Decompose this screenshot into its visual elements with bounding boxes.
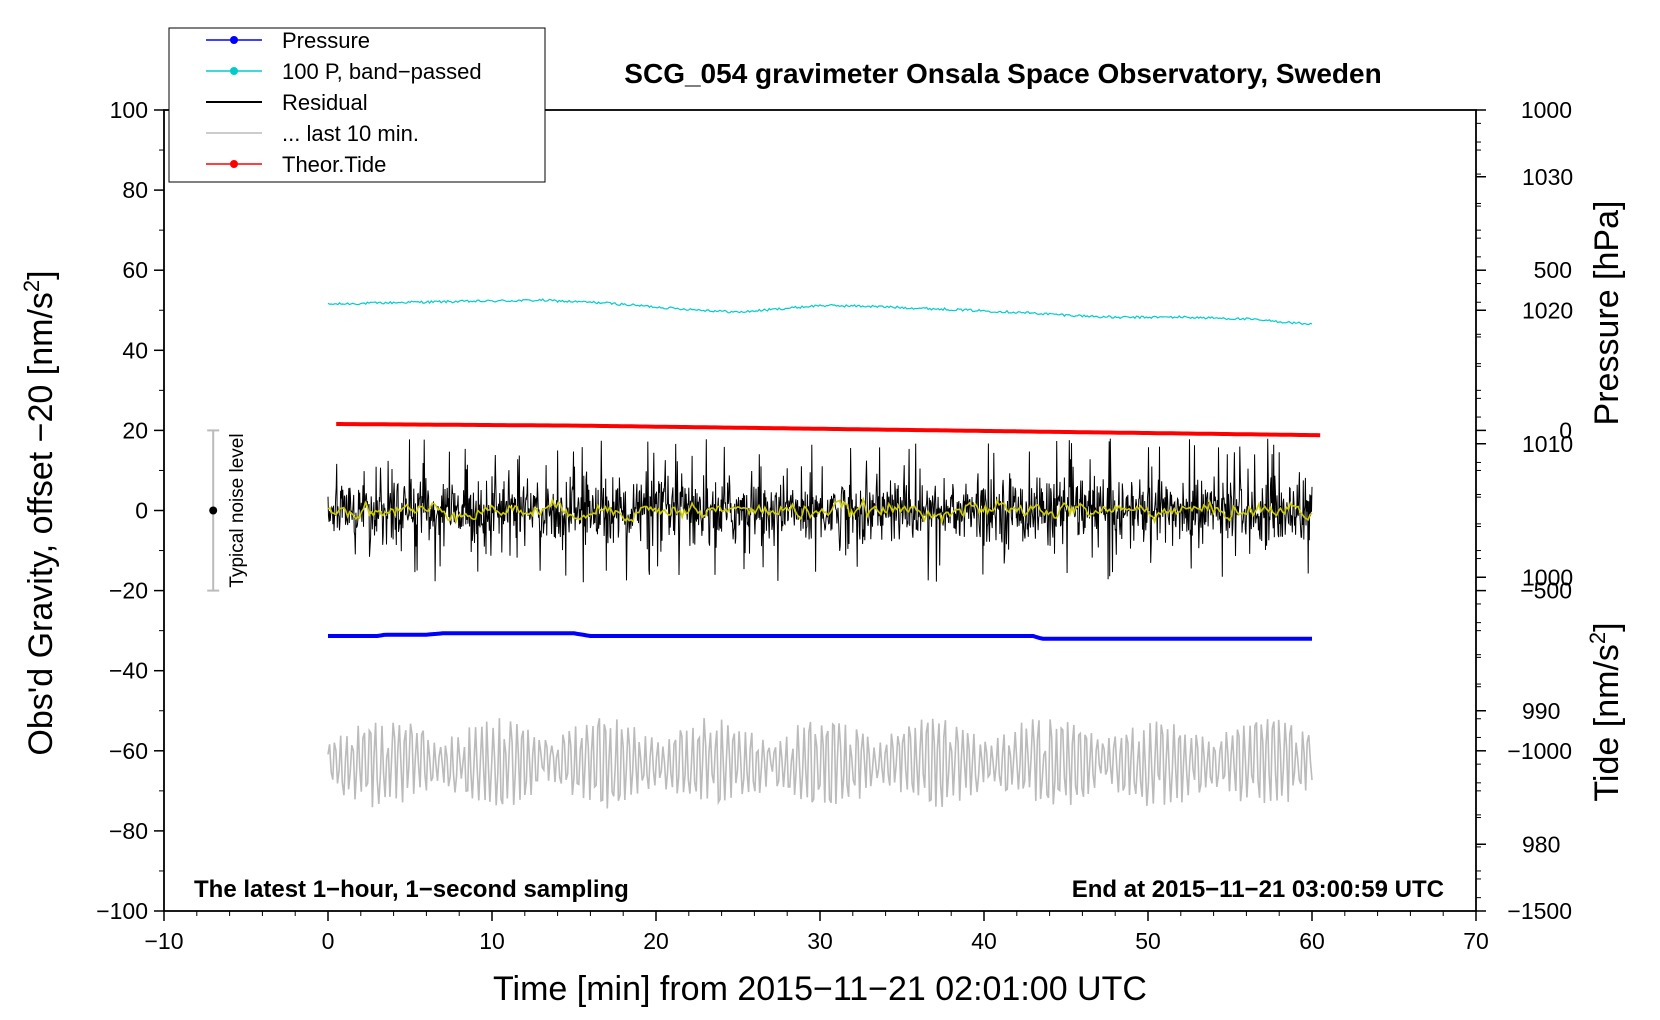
y-tick-label: −20 xyxy=(109,578,148,604)
y-tick-label: −60 xyxy=(109,738,148,764)
legend-marker xyxy=(230,36,238,44)
series-band-passed-line xyxy=(327,298,1313,326)
tide-tick-label: 1000 xyxy=(1521,97,1572,123)
x-axis-title: Time [min] from 2015−11−21 02:01:00 UTC xyxy=(493,970,1147,1008)
y-tick-label: 40 xyxy=(122,337,148,363)
pressure-tick-label: 990 xyxy=(1522,698,1560,724)
legend-label: 100 P, band−passed xyxy=(282,59,482,84)
pressure-tick-label: 1010 xyxy=(1522,431,1573,457)
y-tick-label: −100 xyxy=(96,898,148,924)
series-last-10-min-line xyxy=(327,718,1313,809)
legend-label: ... last 10 min. xyxy=(282,121,419,146)
y-tick-label: 80 xyxy=(122,177,148,203)
pressure-tick-label: 1030 xyxy=(1522,164,1573,190)
annotation-sampling: The latest 1−hour, 1−second sampling xyxy=(194,876,629,903)
legend-marker xyxy=(230,160,238,168)
tide-tick-label: 0 xyxy=(1559,417,1572,443)
tide-tick-label: −500 xyxy=(1520,578,1572,604)
y-tick-label: 100 xyxy=(110,97,148,123)
series-layer xyxy=(327,298,1321,809)
legend-label: Residual xyxy=(282,90,368,115)
x-tick-label: 40 xyxy=(971,928,997,954)
y-tick-label: 60 xyxy=(122,257,148,283)
legend: Pressure 100 P, band−passed Residual ... la… xyxy=(168,27,546,183)
legend-marker xyxy=(230,67,238,75)
series-theoretical-tide-line xyxy=(336,422,1321,438)
y-axis-tide-ticks: 1000 500 0 −500 −1000 −1500 xyxy=(1476,97,1572,924)
y-axis-left-title-main: Obs'd Gravity, offset −20 [nm/s xyxy=(22,292,60,755)
y-axis-pressure-title: Pressure [hPa] xyxy=(1588,201,1626,426)
y-tick-label: 20 xyxy=(122,417,148,443)
y-tick-label: −40 xyxy=(109,658,148,684)
y-axis-tide-title-close: ] xyxy=(1588,622,1626,631)
x-tick-label: 50 xyxy=(1135,928,1161,954)
y-axis-left-title-sup: 2 xyxy=(19,280,44,292)
y-tick-label: −80 xyxy=(109,818,148,844)
x-tick-label: 30 xyxy=(807,928,833,954)
chart-title: SCG_054 gravimeter Onsala Space Observat… xyxy=(624,58,1381,89)
series-pressure-line xyxy=(328,631,1312,641)
y-axis-tide-title: Tide [nm/s2] xyxy=(1585,622,1626,801)
x-tick-label: 10 xyxy=(479,928,505,954)
x-tick-label: 70 xyxy=(1463,928,1489,954)
y-axis-tide-title-sup: 2 xyxy=(1585,632,1610,644)
y-axis-pressure-ticks: 1030 1020 1010 1000 990 980 xyxy=(1476,122,1573,899)
x-axis-ticks: −10 0 10 20 30 40 50 60 70 xyxy=(144,911,1489,954)
x-tick-label: 0 xyxy=(322,928,335,954)
noise-bar: Typical noise level xyxy=(207,429,248,592)
series-residual-line xyxy=(327,438,1313,583)
y-axis-tide-title-main: Tide [nm/s xyxy=(1588,644,1626,801)
legend-box xyxy=(168,27,546,183)
series-residual-smoothed-line xyxy=(327,496,1313,526)
x-tick-label: 20 xyxy=(643,928,669,954)
pressure-tick-label: 1000 xyxy=(1522,564,1573,590)
y-tick-label: 0 xyxy=(135,498,148,524)
x-tick-label: 60 xyxy=(1299,928,1325,954)
noise-bar-center-dot xyxy=(209,506,218,515)
pressure-tick-label: 980 xyxy=(1522,831,1560,857)
noise-bar-label: Typical noise level xyxy=(227,433,248,587)
annotation-end-time: End at 2015−11−21 03:00:59 UTC xyxy=(1072,876,1444,903)
y-axis-left-title: Obs'd Gravity, offset −20 [nm/s2] xyxy=(19,270,60,755)
legend-label: Pressure xyxy=(282,28,370,53)
tide-tick-label: 500 xyxy=(1534,257,1572,283)
tide-tick-label: −1500 xyxy=(1507,898,1572,924)
y-axis-left-title-close: ] xyxy=(22,270,60,279)
y-axis-left-ticks: 100 80 60 40 20 0 −20 −40 −60 −80 −100 xyxy=(96,97,164,924)
x-tick-label: −10 xyxy=(144,928,183,954)
legend-label: Theor.Tide xyxy=(282,152,386,177)
tide-tick-label: −1000 xyxy=(1507,738,1572,764)
pressure-tick-label: 1020 xyxy=(1522,297,1573,323)
